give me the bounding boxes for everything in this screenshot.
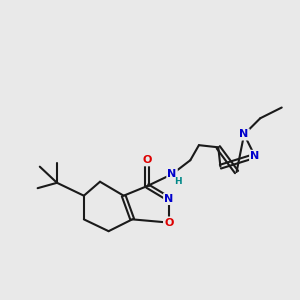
Text: O: O	[142, 155, 152, 165]
Text: H: H	[174, 177, 182, 186]
Text: N: N	[167, 169, 177, 179]
Text: N: N	[250, 151, 260, 161]
Text: N: N	[239, 129, 249, 140]
Text: N: N	[164, 194, 173, 204]
Text: O: O	[164, 218, 173, 228]
